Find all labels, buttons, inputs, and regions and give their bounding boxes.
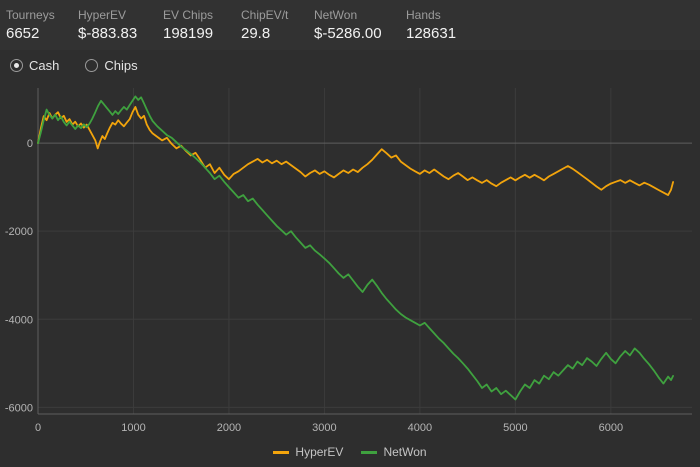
- equity-graph: 0 1000 2000 3000 4000 5000 6000 0 -2000 -4000 -600…: [0, 80, 700, 440]
- series-line-netwon: [37, 95, 674, 401]
- y-tick-label: -4000: [5, 314, 33, 326]
- x-tick-label: 4000: [408, 422, 432, 434]
- legend-item-netwon[interactable]: NetWon: [361, 445, 427, 459]
- x-tick-label: 0: [35, 422, 41, 434]
- stat-value: 198199: [163, 25, 214, 42]
- stat-label: Tourneys: [6, 8, 55, 22]
- y-tick-label: -2000: [5, 226, 33, 238]
- chart-legend: HyperEV NetWon: [0, 440, 700, 464]
- stat-value: 6652: [6, 25, 40, 42]
- legend-item-hyperev[interactable]: HyperEV: [273, 445, 343, 459]
- legend-label-hyperev: HyperEV: [295, 445, 344, 459]
- stat-ev-chips: EV Chips 198199: [163, 8, 241, 44]
- stat-value: 128631: [406, 25, 457, 42]
- chart-canvas[interactable]: 0 1000 2000 3000 4000 5000 6000 0 -2000 -4000 -600…: [0, 80, 700, 440]
- stat-chipev-per-t: ChipEV/t 29.8: [241, 8, 314, 44]
- series-line-hyperev: [37, 105, 674, 196]
- legend-swatch-netwon: [361, 450, 378, 454]
- radio-option-cash-label: Cash: [29, 57, 60, 73]
- x-tick-label: 1000: [121, 422, 145, 434]
- x-tick-label: 5000: [503, 422, 527, 434]
- stat-label: Hands: [406, 8, 441, 22]
- x-tick-label: 2000: [217, 422, 241, 434]
- stat-hyperev: HyperEV $-883.83: [78, 8, 163, 44]
- y-tick-label: 0: [27, 138, 33, 150]
- radio-option-chips[interactable]: Chips: [85, 57, 138, 73]
- legend-swatch-hyperev: [273, 450, 290, 454]
- stat-value: $-5286.00: [314, 25, 382, 42]
- stat-value: 29.8: [241, 25, 271, 42]
- x-tick-label: 6000: [599, 422, 623, 434]
- legend-label-netwon: NetWon: [383, 445, 427, 459]
- radio-option-chips-label: Chips: [104, 57, 138, 73]
- stat-tourneys: Tourneys 6652: [6, 8, 78, 44]
- stat-label: NetWon: [314, 8, 358, 22]
- stat-label: EV Chips: [163, 8, 214, 22]
- y-tick-label: -6000: [5, 402, 33, 414]
- radio-selected-icon: [10, 58, 23, 72]
- stat-netwon: NetWon $-5286.00: [314, 8, 406, 44]
- stat-label: ChipEV/t: [241, 8, 289, 22]
- stats-bar: Tourneys 6652 HyperEV $-883.83 EV Chips …: [0, 0, 700, 50]
- display-mode-toggle: Cash Chips: [0, 50, 700, 80]
- radio-option-cash[interactable]: Cash: [10, 58, 59, 73]
- stat-value: $-883.83: [78, 25, 138, 42]
- x-tick-label: 3000: [312, 422, 336, 434]
- radio-unselected-icon: [85, 58, 99, 72]
- stat-hands: Hands 128631: [406, 8, 456, 44]
- stat-label: HyperEV: [78, 8, 127, 22]
